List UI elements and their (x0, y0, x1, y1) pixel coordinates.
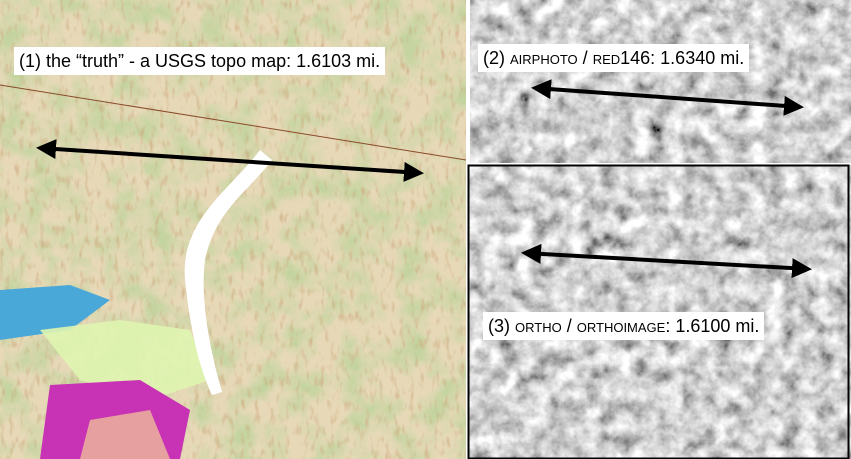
panel-label: (1) the “truth” - a USGS topo map: 1.610… (14, 47, 386, 75)
label-text: (1) the “truth” - a USGS topo map: 1.610… (19, 51, 381, 71)
label-text: (2) (483, 48, 510, 68)
label-text: : 1.6100 mi. (665, 316, 760, 336)
airphoto (470, 0, 851, 163)
panel-label: (2) airphoto / red146: 1.6340 mi. (478, 44, 750, 72)
panel-label: (3) ortho / orthoimage: 1.6100 mi. (483, 312, 765, 340)
label-text: / (561, 316, 577, 336)
distance-arrow (521, 243, 812, 279)
label-text: 146: 1.6340 mi. (620, 48, 745, 68)
label-text: airphoto (510, 48, 578, 68)
distance-arrow (531, 79, 804, 116)
label-text: red (592, 48, 621, 68)
label-text: orthoimage (576, 316, 666, 336)
label-text: ortho (515, 316, 562, 336)
label-text: (3) (488, 316, 515, 336)
distance-arrow (36, 139, 424, 182)
topo-map (0, 0, 467, 459)
label-text: / (577, 48, 593, 68)
